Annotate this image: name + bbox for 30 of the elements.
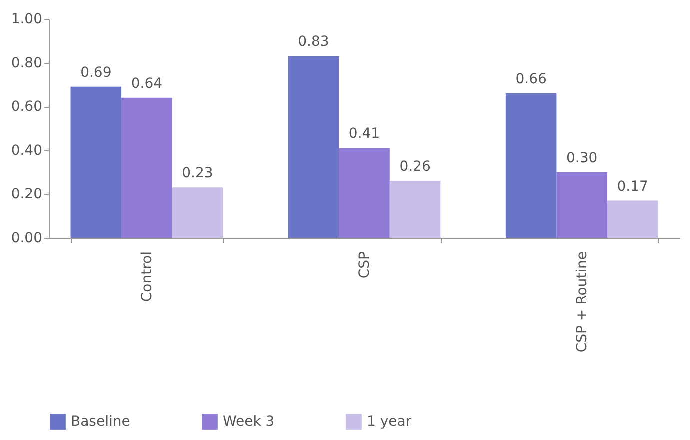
legend-label: Baseline — [71, 414, 130, 430]
bar — [122, 98, 172, 238]
data-label: 0.23 — [182, 166, 214, 182]
data-label: 0.66 — [516, 71, 547, 88]
data-label: 0.83 — [298, 34, 330, 50]
y-tick-label: 0.80 — [11, 55, 42, 72]
data-label: 0.64 — [131, 76, 163, 92]
data-label: 0.26 — [400, 159, 431, 176]
bar — [70, 86, 122, 238]
data-label: 0.30 — [566, 150, 598, 166]
y-tick-label: 0.60 — [11, 99, 42, 116]
x-tick-label: CSP — [357, 252, 373, 279]
bar — [172, 188, 224, 238]
y-tick-label: 0.40 — [11, 142, 42, 159]
x-tick-label: CSP + Routine — [574, 252, 591, 353]
bar — [506, 93, 557, 238]
data-label: 0.69 — [80, 64, 112, 81]
x-tick-label: Control — [139, 252, 156, 302]
bar — [556, 172, 608, 238]
legend-label: 1 year — [367, 414, 412, 430]
bar — [390, 181, 441, 238]
y-tick-label: 1.00 — [11, 12, 42, 28]
legend-label: Week 3 — [223, 414, 275, 430]
data-label: 0.17 — [617, 178, 648, 195]
data-label: 0.41 — [348, 126, 380, 142]
y-tick-label: 0.00 — [11, 230, 42, 246]
bar — [607, 200, 658, 238]
bar — [339, 148, 390, 238]
bar — [288, 56, 340, 238]
y-tick-label: 0.20 — [11, 186, 42, 203]
